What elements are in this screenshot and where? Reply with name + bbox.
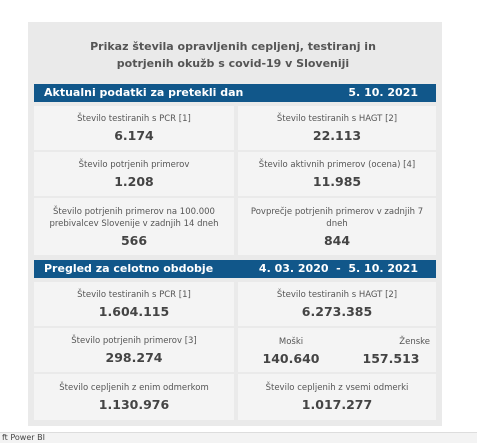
title: Prikaz števila opravljenih cepljenj, tes… <box>90 40 376 70</box>
kpi-label: Število potrjenih primerov na 100.000 pr… <box>49 206 219 229</box>
kpi-group: Moški 140.640 <box>246 336 336 366</box>
kpi-label: Število testiranih s PCR [1] <box>77 114 191 124</box>
kpi-value: 1.604.115 <box>98 304 170 319</box>
kpi-label: Število cepljenih z vsemi odmerki <box>265 383 409 393</box>
kpi-value: 157.513 <box>362 351 420 366</box>
kpi-value: 298.274 <box>105 350 163 365</box>
kpi-value: 22.113 <box>312 128 362 143</box>
kpi-card: Število testiranih s PCR [1] 1.604.115 <box>34 282 234 326</box>
kpi-card: Število testiranih s HAGT [2] 6.273.385 <box>238 282 436 326</box>
kpi-card: Število testiranih s PCR [1] 6.174 <box>34 106 234 150</box>
kpi-value: 140.640 <box>262 351 320 366</box>
kpi-card: Število testiranih s HAGT [2] 22.113 <box>238 106 436 150</box>
kpi-card: Povprečje potrjenih primerov v zadnjih 7… <box>238 198 436 255</box>
kpi-value: 566 <box>120 232 148 248</box>
kpi-label: Moški <box>278 337 304 347</box>
kpi-value: 1.208 <box>114 174 154 189</box>
kpi-value: 6.273.385 <box>301 304 373 319</box>
kpi-value: 1.017.277 <box>301 397 373 412</box>
kpi-label: Ženske <box>399 337 430 347</box>
kpi-label: Število aktivnih primerov (ocena) [4] <box>258 160 416 170</box>
kpi-card: Število potrjenih primerov na 100.000 pr… <box>34 198 234 255</box>
kpi-value: 1.130.976 <box>98 397 170 412</box>
kpi-value: 11.985 <box>312 174 362 189</box>
kpi-label: Število testiranih s HAGT [2] <box>276 114 398 124</box>
footer: ft Power BI <box>0 432 477 443</box>
kpi-value: 844 <box>323 232 351 248</box>
kpi-value: 6.174 <box>114 128 154 143</box>
section-title: Pregled za celotno obdobje <box>44 262 214 275</box>
kpi-label: Število potrjenih primerov [3] <box>71 336 197 346</box>
kpi-card: Število cepljenih z vsemi odmerki 1.017.2… <box>238 374 436 420</box>
section-header: Pregled za celotno obdobje 4. 03. 2020 - … <box>34 260 436 278</box>
section-date: 5. 10. 2021 <box>348 86 418 99</box>
kpi-card: Število aktivnih primerov (ocena) [4] 11.… <box>238 152 436 196</box>
kpi-label: Število testiranih s PCR [1] <box>77 290 191 300</box>
kpi-card: Število cepljenih z enim odmerkom 1.130.9… <box>34 374 234 420</box>
section-header: Aktualni podatki za pretekli dan 5. 10. 2… <box>34 84 436 102</box>
kpi-card: Število potrjenih primerov 1.208 <box>34 152 234 196</box>
section-date: 4. 03. 2020 - 5. 10. 2021 <box>258 262 418 275</box>
footer-text: ft Power BI <box>2 433 45 442</box>
kpi-label: Število potrjenih primerov <box>78 160 190 170</box>
kpi-card: Moški 140.640 Ženske 157.513 <box>238 328 436 372</box>
kpi-label: Število testiranih s HAGT [2] <box>276 290 398 300</box>
kpi-group: Ženske 157.513 <box>346 336 436 366</box>
section-title: Aktualni podatki za pretekli dan <box>44 86 244 99</box>
kpi-card: Število potrjenih primerov [3] 298.274 <box>34 328 234 372</box>
kpi-label: Število cepljenih z enim odmerkom <box>59 383 209 393</box>
kpi-label: Povprečje potrjenih primerov v zadnjih 7… <box>250 206 424 229</box>
